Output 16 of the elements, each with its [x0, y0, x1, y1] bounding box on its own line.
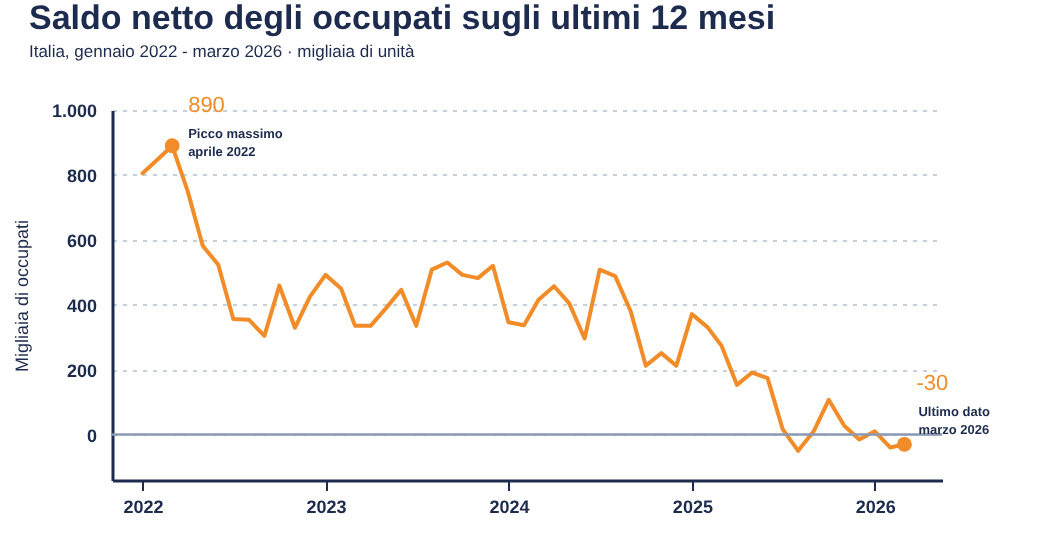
- x-tick-label: 2025: [672, 497, 713, 517]
- y-tick-label: 800: [66, 165, 97, 186]
- x-tick-label: 2022: [123, 497, 164, 517]
- y-tick-label: 0: [86, 425, 97, 446]
- y-tick-label: 600: [66, 230, 97, 251]
- y-axis-title: Migliaia di occupati: [11, 219, 32, 373]
- chart-title: Saldo netto degli occupati sugli ultimi 12 mesi: [28, 0, 776, 37]
- x-tick-label: 2026: [855, 497, 896, 517]
- y-tick-label: 200: [66, 360, 97, 381]
- chart-subtitle: Italia, gennaio 2022 - marzo 2026 · migliaia di unità: [28, 40, 416, 61]
- y-tick-label: 1.000: [51, 101, 97, 121]
- x-tick-label: 2024: [489, 497, 530, 517]
- x-tick-label: 2023: [306, 497, 347, 517]
- annotation: -30: [916, 372, 949, 397]
- annotation: 890: [188, 93, 225, 118]
- y-tick-label: 400: [66, 295, 97, 316]
